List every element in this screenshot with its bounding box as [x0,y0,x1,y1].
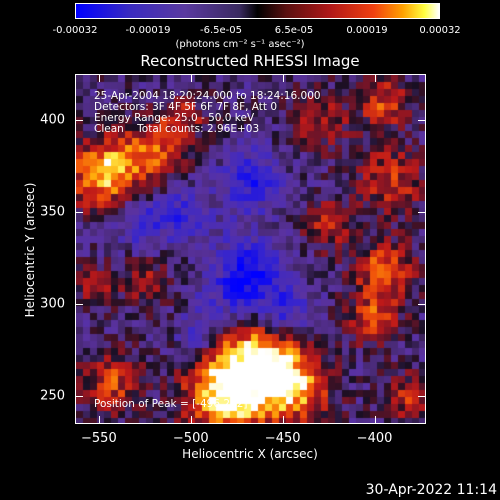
x-tick-mark [282,416,284,424]
colorbar-tick-label: -6.5e-05 [200,25,242,36]
timestamp: 30-Apr-2022 11:14 [365,482,497,498]
y-tick-mark [75,304,83,306]
y-tick-mark [418,304,426,306]
y-tick-label: 250 [40,388,65,404]
x-tick-label: −550 [81,431,117,446]
info-time-range: 25-Apr-2004 18:20:24.000 to 18:24:16.000 [94,90,321,102]
x-tick-mark [98,416,100,424]
info-peak-position: Position of Peak = [-496,232] [94,398,248,410]
x-tick-label: −450 [264,431,301,446]
x-tick-mark [374,416,376,424]
x-tick-mark [374,74,376,82]
colorbar-tick-label: 6.5e-05 [274,25,314,36]
heatmap-image [76,75,425,423]
y-tick-mark [418,396,426,398]
y-tick-mark [75,120,83,122]
info-detectors: Detectors: 3F 4F 5F 6F 7F 8F, Att 0 [94,101,278,113]
y-tick-mark [418,120,426,122]
x-tick-mark [190,74,192,82]
x-tick-label: −400 [356,431,393,446]
colorbar-units: (photons cm⁻² s⁻¹ asec⁻²) [175,39,305,50]
y-tick-label: 400 [40,112,65,128]
colorbar-tick-label: 0.00019 [346,25,388,36]
x-tick-mark [98,74,100,82]
colorbar-tick-label: -0.00032 [52,25,98,36]
y-tick-mark [418,212,426,214]
y-axis-label: Heliocentric Y (arcsec) [23,182,37,318]
colorbar-tick-label: 0.00032 [419,25,461,36]
x-axis-label: Heliocentric X (arcsec) [182,447,318,461]
x-tick-label: −500 [172,431,209,446]
y-tick-label: 300 [40,296,65,312]
colorbar [75,3,440,19]
x-tick-mark [190,416,192,424]
plot-title: Reconstructed RHESSI Image [140,52,360,70]
info-total-counts: Clean Total counts: 2.96E+03 [94,123,260,135]
y-tick-mark [75,396,83,398]
x-tick-mark [282,74,284,82]
colorbar-tick-label: -0.00019 [125,25,171,36]
info-energy-range: Energy Range: 25.0 - 50.0 keV [94,112,255,124]
y-tick-label: 350 [40,204,65,220]
heatmap-plot-area [75,74,426,424]
y-tick-mark [75,212,83,214]
